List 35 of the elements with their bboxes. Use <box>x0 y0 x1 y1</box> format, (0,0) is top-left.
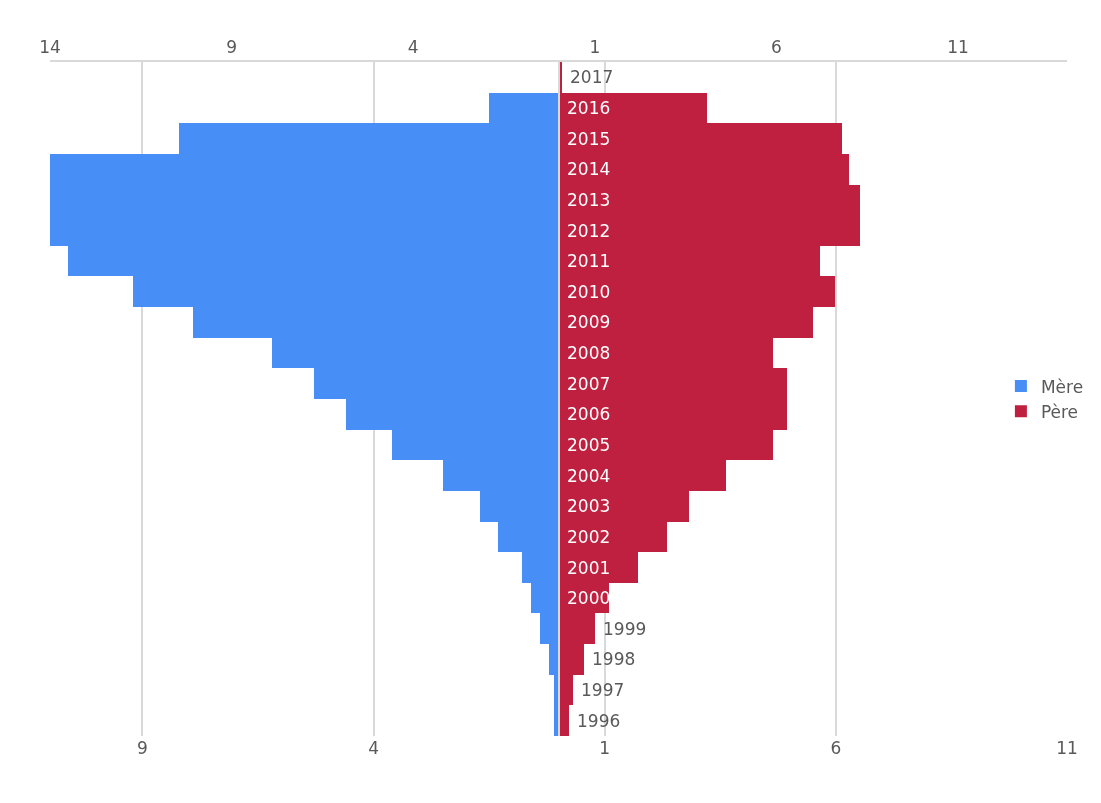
legend-label: Mère <box>1040 376 1084 397</box>
x2-tick-label: 6 <box>771 37 782 58</box>
y-tick-label: 2009 <box>567 312 611 332</box>
x2-tick-label: 14 <box>39 37 61 58</box>
y-tick-label: 2017 <box>570 67 614 87</box>
y-tick-label: 2000 <box>567 588 611 608</box>
x-tick-label: 4 <box>368 738 379 758</box>
x2-tick-label: 4 <box>407 37 419 58</box>
y-tick-label: 2016 <box>567 98 611 118</box>
y-tick-label: 2003 <box>567 496 611 516</box>
y-tick-label: 2011 <box>567 251 611 271</box>
y-tick-label: 2001 <box>567 558 611 578</box>
y-tick-label: 2012 <box>567 221 611 241</box>
y-tick-label: 2014 <box>567 159 611 179</box>
y-tick-label: 2005 <box>567 435 611 455</box>
y-tick-label: 2010 <box>567 282 611 302</box>
y-tick-label: 1998 <box>592 649 636 669</box>
y-tick-label: 2015 <box>567 129 611 149</box>
legend-label: Père <box>1040 401 1079 422</box>
x-tick-label: 1 <box>599 738 611 758</box>
x2-tick-label: 9 <box>226 37 238 58</box>
y-tick-label: 2006 <box>567 404 611 424</box>
y-tick-label: 1996 <box>577 711 621 731</box>
y-tick-label: 2004 <box>567 466 611 486</box>
y-tick-label: 2008 <box>567 343 611 363</box>
y-tick-label: 2002 <box>567 527 611 547</box>
x2-tick-label: 1 <box>589 37 601 58</box>
y-tick-label: 2007 <box>567 374 611 394</box>
x-tick-label: 9 <box>137 738 148 758</box>
y-tick-label: 1997 <box>581 680 625 700</box>
x-tick-label: 6 <box>830 738 842 758</box>
x2-tick-label: 11 <box>947 37 969 58</box>
y-tick-label: 2013 <box>567 190 611 210</box>
y-tick-label: 1999 <box>603 619 647 639</box>
x-tick-label: 11 <box>1056 738 1078 758</box>
